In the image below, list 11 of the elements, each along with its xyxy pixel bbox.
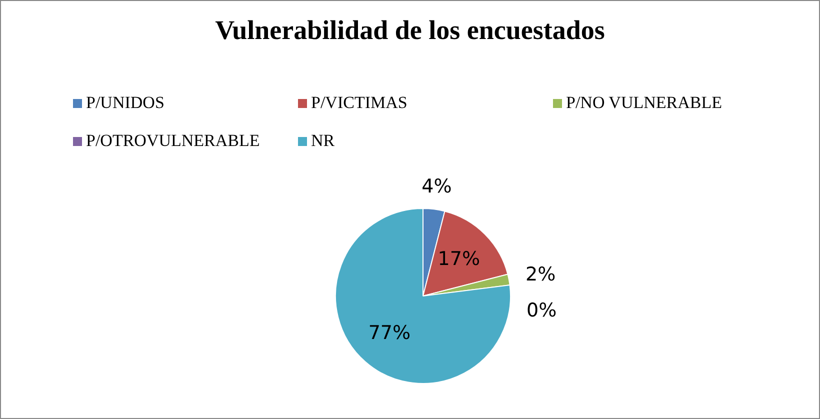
data-label: 17%	[438, 248, 480, 270]
data-label: 4%	[422, 175, 452, 198]
chart-title: Vulnerabilidad de los encuestados	[214, 15, 606, 46]
data-label: 2%	[525, 263, 556, 286]
data-label: 77%	[368, 322, 411, 344]
legend-label: P/VICTIMAS	[311, 93, 408, 113]
legend-label: P/NO VULNERABLE	[566, 93, 722, 113]
text: 0%	[526, 299, 557, 322]
legend-label: P/UNIDOS	[86, 93, 164, 113]
legend-label: NR	[311, 131, 335, 151]
legend-label: P/OTROVULNERABLE	[86, 131, 260, 151]
